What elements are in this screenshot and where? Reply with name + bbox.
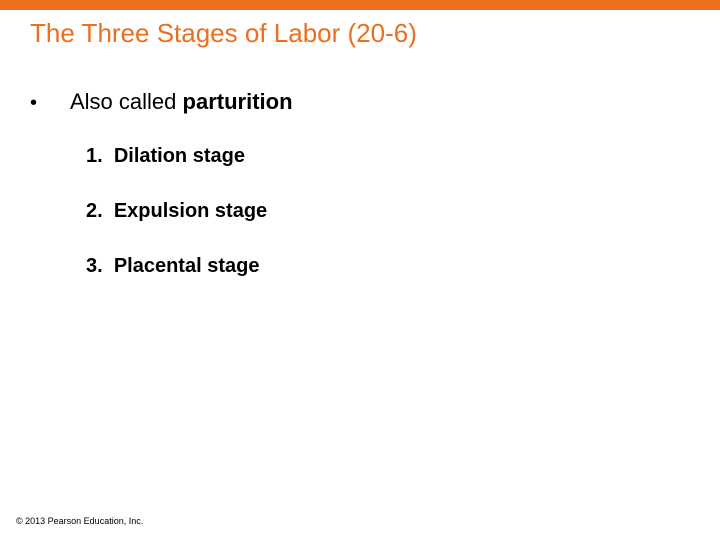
copyright-text: © 2013 Pearson Education, Inc.	[16, 516, 143, 526]
list-item: 3. Placental stage	[30, 255, 720, 278]
item-num: 1.	[86, 145, 103, 167]
item-label: Placental stage	[114, 255, 260, 277]
accent-bar	[0, 0, 720, 10]
bullet-text: Also called parturition	[70, 89, 293, 115]
item-label: Dilation stage	[114, 145, 245, 167]
list-item: 1. Dilation stage	[30, 145, 720, 168]
item-num: 2.	[86, 200, 103, 222]
list-item: 2. Expulsion stage	[30, 200, 720, 223]
bullet-marker: •	[30, 92, 70, 115]
bullet-prefix: Also called	[70, 89, 183, 114]
bullet-row: • Also called parturition	[30, 89, 720, 115]
bullet-bold: parturition	[183, 89, 293, 114]
item-num: 3.	[86, 255, 103, 277]
content-area: • Also called parturition 1. Dilation st…	[0, 49, 720, 278]
page-title: The Three Stages of Labor (20-6)	[0, 10, 720, 49]
item-label: Expulsion stage	[114, 200, 267, 222]
